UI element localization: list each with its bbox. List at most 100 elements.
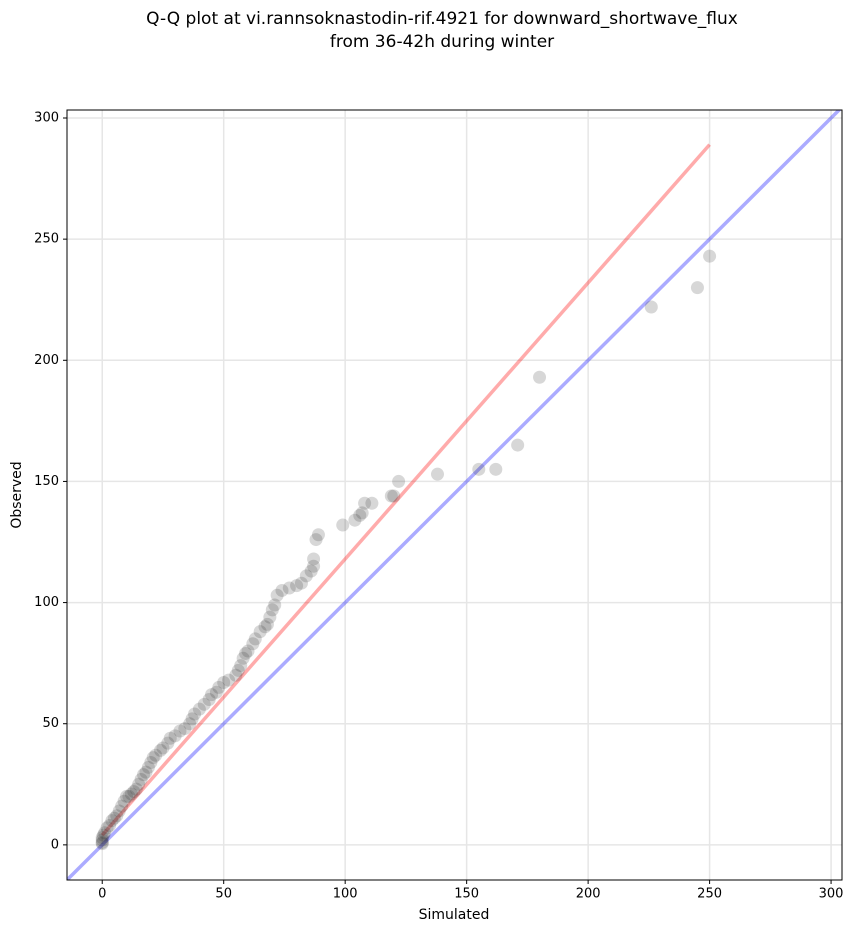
point bbox=[304, 564, 318, 578]
point bbox=[95, 835, 109, 849]
point bbox=[120, 789, 134, 803]
point bbox=[270, 588, 284, 602]
point bbox=[110, 809, 124, 823]
point bbox=[309, 533, 323, 547]
point bbox=[156, 741, 170, 755]
point bbox=[173, 724, 187, 738]
point bbox=[348, 513, 362, 527]
point bbox=[103, 818, 117, 832]
plot-area bbox=[67, 110, 842, 880]
point bbox=[703, 249, 717, 263]
point bbox=[205, 688, 219, 702]
point bbox=[358, 496, 372, 510]
point bbox=[139, 765, 153, 779]
point bbox=[644, 300, 658, 314]
y-tick-label: 0 bbox=[51, 837, 59, 852]
x-tick-label: 250 bbox=[697, 887, 722, 902]
point bbox=[533, 370, 547, 384]
reference-line bbox=[67, 110, 842, 880]
point bbox=[100, 821, 114, 835]
point bbox=[192, 702, 206, 716]
point bbox=[392, 474, 406, 488]
x-tick-label: 0 bbox=[98, 887, 106, 902]
point bbox=[132, 777, 146, 791]
point bbox=[387, 489, 401, 503]
point bbox=[127, 785, 141, 799]
point bbox=[95, 833, 109, 847]
point bbox=[105, 814, 119, 828]
point bbox=[122, 789, 136, 803]
point bbox=[154, 743, 168, 757]
point bbox=[430, 467, 444, 481]
point bbox=[134, 772, 148, 786]
point bbox=[212, 680, 226, 694]
point bbox=[294, 576, 308, 590]
point bbox=[384, 489, 398, 503]
point bbox=[96, 828, 110, 842]
point bbox=[263, 610, 277, 624]
point bbox=[185, 712, 199, 726]
point bbox=[117, 794, 131, 808]
point bbox=[690, 281, 704, 295]
reference-line bbox=[100, 143, 711, 837]
point bbox=[239, 646, 253, 660]
point bbox=[231, 663, 245, 677]
ticks: 0 50 100 150 200 250 300 0 50 100 150 200 250 300 bbox=[34, 110, 843, 901]
point bbox=[336, 518, 350, 532]
point bbox=[98, 826, 112, 840]
point bbox=[268, 598, 282, 612]
grid bbox=[67, 110, 842, 880]
x-axis-label: Simulated bbox=[419, 907, 490, 923]
point bbox=[236, 651, 250, 665]
point bbox=[217, 676, 231, 690]
x-tick-label: 150 bbox=[454, 887, 479, 902]
point bbox=[258, 620, 272, 634]
x-tick-label: 300 bbox=[819, 887, 844, 902]
point bbox=[141, 760, 155, 774]
point bbox=[149, 748, 163, 762]
point bbox=[511, 438, 525, 452]
chart-title: from 36-42h during winter bbox=[330, 32, 554, 52]
y-tick-label: 50 bbox=[42, 716, 59, 731]
point bbox=[282, 581, 296, 595]
x-tick-label: 50 bbox=[215, 887, 232, 902]
point bbox=[188, 707, 202, 721]
point bbox=[95, 837, 109, 851]
y-tick-label: 150 bbox=[34, 474, 59, 489]
point bbox=[129, 782, 143, 796]
point bbox=[260, 617, 274, 631]
x-tick-label: 200 bbox=[576, 887, 601, 902]
point bbox=[353, 508, 367, 522]
point bbox=[229, 668, 243, 682]
point bbox=[183, 717, 197, 731]
y-tick-label: 300 bbox=[34, 110, 59, 125]
y-tick-label: 250 bbox=[34, 232, 59, 247]
point bbox=[275, 583, 289, 597]
point bbox=[161, 736, 175, 750]
y-tick-label: 200 bbox=[34, 353, 59, 368]
point bbox=[234, 659, 248, 673]
point bbox=[163, 731, 177, 745]
point bbox=[178, 722, 192, 736]
point bbox=[197, 697, 211, 711]
point bbox=[290, 579, 304, 593]
point bbox=[365, 496, 379, 510]
point bbox=[489, 462, 503, 476]
point bbox=[307, 559, 321, 573]
point bbox=[472, 462, 486, 476]
y-tick-label: 100 bbox=[34, 595, 59, 610]
point bbox=[209, 685, 223, 699]
chart-title: Q-Q plot at vi.rannsoknastodin-rif.4921 … bbox=[146, 9, 738, 29]
point bbox=[246, 637, 260, 651]
point bbox=[168, 729, 182, 743]
point bbox=[222, 673, 236, 687]
point bbox=[107, 811, 121, 825]
x-tick-label: 100 bbox=[333, 887, 358, 902]
point bbox=[355, 506, 369, 520]
point bbox=[299, 569, 313, 583]
axes-frame bbox=[66, 109, 843, 881]
point bbox=[307, 552, 321, 566]
point bbox=[248, 632, 262, 646]
